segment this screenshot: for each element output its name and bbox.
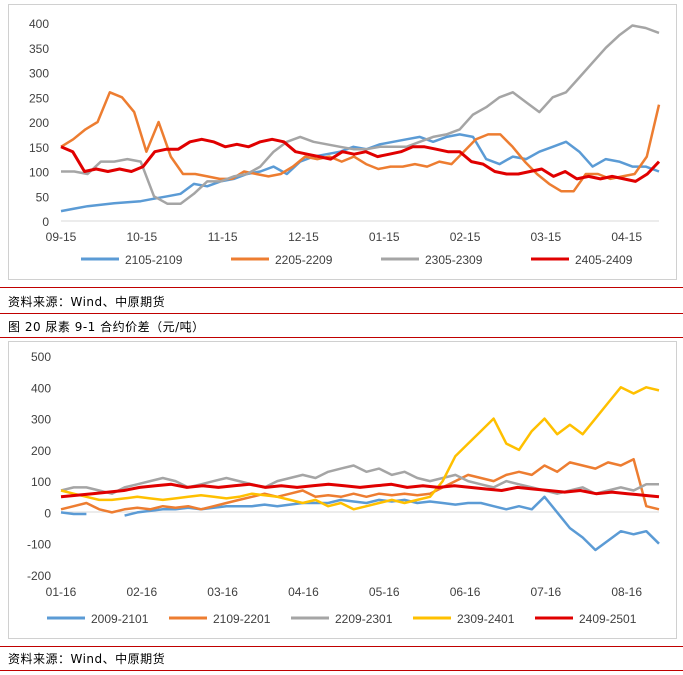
- legend-label: 2405-2409: [575, 253, 633, 267]
- legend-label: 2209-2301: [335, 612, 393, 626]
- chart-1: 0 50 100 150 200 250 300 350 400 09-15 10-15 11-15 1…: [29, 17, 661, 267]
- chart-frame-top: 0 50 100 150 200 250 300 350 400 09-15 10-15 11-15 1…: [8, 4, 677, 280]
- y-tick-label: -200: [27, 569, 51, 583]
- y-tick-label: 200: [31, 444, 51, 458]
- x-tick-label: 06-16: [450, 585, 481, 599]
- series-line: [60, 464, 659, 495]
- y-tick-label: 300: [29, 67, 49, 81]
- y-tick-label: 200: [29, 116, 49, 130]
- chart-frame-bottom: -200 -100 0 100 200 300 400 500 01-16 02-16 03-16 0…: [8, 341, 677, 639]
- x-tick-label: 01-15: [369, 230, 400, 244]
- legend-label: 2309-2401: [457, 612, 515, 626]
- series-line: [60, 137, 661, 183]
- y-tick-label: 300: [31, 413, 51, 427]
- series-line: [61, 24, 660, 205]
- x-tick-label: 09-15: [46, 230, 77, 244]
- legend-label: 2409-2501: [579, 612, 637, 626]
- y-tick-label: 500: [31, 350, 51, 364]
- y-tick-label: 350: [29, 42, 49, 56]
- divider-rule: [0, 287, 683, 288]
- y-tick-label: 400: [29, 17, 49, 31]
- divider-rule: [0, 337, 683, 338]
- y-tick-label: 100: [29, 166, 49, 180]
- source-note-top: 资料来源：Wind、中原期货: [8, 295, 166, 309]
- series-line: [60, 457, 660, 514]
- y-tick-label: 50: [36, 190, 50, 204]
- y-tick-label: 250: [29, 91, 49, 105]
- legend-label: 2105-2109: [125, 253, 183, 267]
- x-tick-label: 07-16: [531, 585, 562, 599]
- y-tick-label: 150: [29, 141, 49, 155]
- source-note-bottom: 资料来源：Wind、中原期货: [8, 652, 166, 666]
- y-tick-label: 100: [31, 475, 51, 489]
- x-tick-label: 05-16: [369, 585, 400, 599]
- y-tick-label: -100: [27, 538, 51, 552]
- y-tick-label: 0: [42, 215, 49, 229]
- series-line: [60, 91, 661, 193]
- x-tick-label: 02-15: [450, 230, 481, 244]
- divider-rule: [0, 313, 683, 314]
- x-tick-label: 08-16: [611, 585, 642, 599]
- legend-label: 2009-2101: [91, 612, 149, 626]
- x-tick-label: 11-15: [208, 230, 238, 244]
- x-tick-label: 02-16: [126, 585, 157, 599]
- x-tick-label: 10-15: [126, 230, 157, 244]
- x-tick-label: 01-16: [46, 585, 77, 599]
- legend-label: 2305-2309: [425, 253, 483, 267]
- x-tick-label: 04-15: [611, 230, 642, 244]
- x-tick-label: 04-16: [288, 585, 319, 599]
- series-line: [60, 495, 660, 552]
- series-line: [60, 482, 660, 499]
- figure-title: 图 20 尿素 9-1 合约价差（元/吨）: [8, 320, 205, 334]
- y-tick-label: 400: [31, 381, 51, 395]
- x-tick-label: 03-15: [531, 230, 562, 244]
- x-tick-label: 12-15: [288, 230, 319, 244]
- y-tick-label: 0: [44, 506, 51, 520]
- legend-label: 2205-2209: [275, 253, 333, 267]
- divider-rule: [0, 646, 683, 647]
- legend-label: 2109-2201: [213, 612, 271, 626]
- series-line: [60, 386, 660, 511]
- x-tick-label: 03-16: [207, 585, 238, 599]
- divider-rule: [0, 670, 683, 671]
- chart-2: -200 -100 0 100 200 300 400 500 01-16 02-16 03-16 0…: [27, 350, 660, 626]
